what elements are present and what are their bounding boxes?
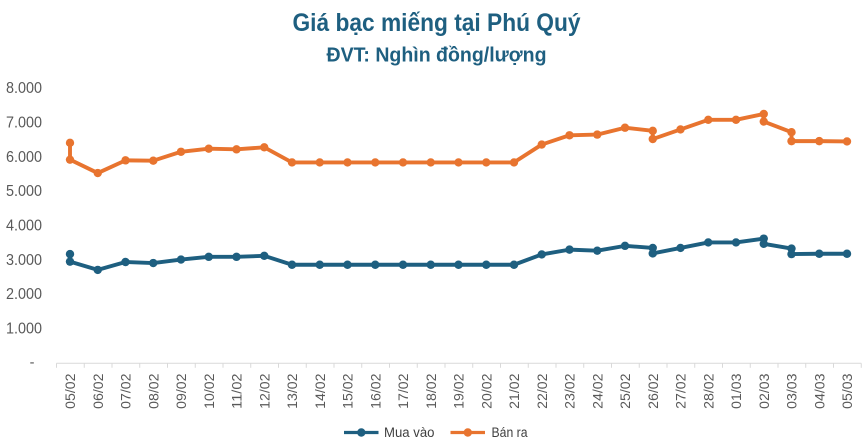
svg-text:8.000: 8.000 (6, 80, 42, 97)
svg-text:03/03: 03/03 (784, 373, 800, 409)
svg-text:16/02: 16/02 (367, 373, 383, 409)
svg-text:13/02: 13/02 (284, 373, 300, 409)
svg-text:28/02: 28/02 (700, 373, 716, 409)
svg-text:05/02: 05/02 (62, 373, 78, 409)
svg-text:5.000: 5.000 (6, 183, 42, 200)
svg-text:09/02: 09/02 (173, 373, 189, 409)
svg-text:18/02: 18/02 (423, 373, 439, 409)
svg-text:3.000: 3.000 (6, 252, 42, 269)
svg-text:7.000: 7.000 (6, 114, 42, 131)
svg-text:6.000: 6.000 (6, 149, 42, 166)
svg-text:Bán ra: Bán ra (492, 425, 528, 440)
svg-text:01/03: 01/03 (728, 373, 744, 409)
svg-text:11/02: 11/02 (229, 373, 245, 409)
svg-text:4.000: 4.000 (6, 217, 42, 234)
svg-text:22/02: 22/02 (534, 373, 550, 409)
svg-text:ĐVT: Nghìn đồng/lượng: ĐVT: Nghìn đồng/lượng (327, 45, 547, 67)
svg-text:04/03: 04/03 (811, 373, 827, 409)
svg-text:24/02: 24/02 (589, 373, 605, 409)
svg-text:20/02: 20/02 (478, 373, 494, 409)
svg-text:06/02: 06/02 (90, 373, 106, 409)
svg-text:17/02: 17/02 (395, 373, 411, 409)
svg-text:14/02: 14/02 (312, 373, 328, 409)
svg-text:26/02: 26/02 (645, 373, 661, 409)
svg-text:08/02: 08/02 (145, 373, 161, 409)
svg-text:15/02: 15/02 (340, 373, 356, 409)
svg-text:-: - (30, 355, 35, 371)
svg-text:12/02: 12/02 (256, 373, 272, 409)
svg-text:23/02: 23/02 (562, 373, 578, 409)
svg-text:27/02: 27/02 (673, 373, 689, 409)
svg-text:07/02: 07/02 (118, 373, 134, 409)
svg-text:Giá bạc miếng tại Phú Quý: Giá bạc miếng tại Phú Quý (293, 10, 581, 37)
svg-text:10/02: 10/02 (201, 373, 217, 409)
svg-text:19/02: 19/02 (451, 373, 467, 409)
svg-text:05/03: 05/03 (839, 373, 855, 409)
svg-text:2.000: 2.000 (6, 286, 42, 303)
svg-text:1.000: 1.000 (6, 320, 42, 337)
svg-text:21/02: 21/02 (506, 373, 522, 409)
svg-text:Mua vào: Mua vào (384, 425, 435, 440)
svg-text:02/03: 02/03 (756, 373, 772, 409)
svg-text:25/02: 25/02 (617, 373, 633, 409)
